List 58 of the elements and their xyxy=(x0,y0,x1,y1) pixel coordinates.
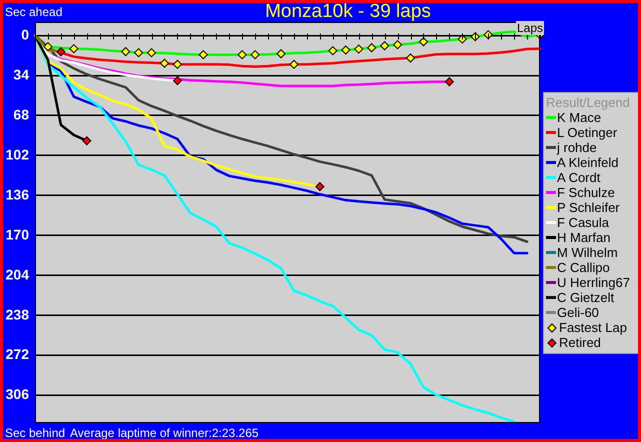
point xyxy=(238,50,247,60)
point xyxy=(198,50,208,60)
y-tick-label: 170 xyxy=(6,226,30,242)
text: Sec behind xyxy=(5,426,66,440)
point xyxy=(147,48,156,58)
point xyxy=(250,50,260,60)
y-tick-label: 68 xyxy=(13,106,30,122)
legend-label: H Marfan xyxy=(557,230,610,245)
point xyxy=(134,48,144,58)
legend-label: M Wilhelm xyxy=(557,245,618,260)
point xyxy=(43,42,52,52)
y-tick-label: 204 xyxy=(6,266,30,282)
legend-label: U Herrling67 xyxy=(557,275,630,290)
y-tick-label: 272 xyxy=(6,346,30,362)
point xyxy=(484,30,493,40)
point xyxy=(328,46,338,56)
point xyxy=(341,45,350,54)
legend-label: A Cordt xyxy=(557,170,600,185)
chart-title: Monza10k - 39 laps xyxy=(264,2,432,23)
point xyxy=(160,58,169,68)
y-tick-label: 136 xyxy=(6,186,30,202)
legend-label: L Oetinger xyxy=(557,125,618,140)
point xyxy=(69,44,78,54)
y-tick-label: 238 xyxy=(6,306,30,322)
point xyxy=(315,182,324,192)
legend-title: Result/Legend xyxy=(546,95,631,110)
point xyxy=(276,49,286,58)
point xyxy=(172,76,182,86)
legend-label: Retired xyxy=(559,335,601,350)
point xyxy=(406,53,416,62)
legend-label: Fastest Lap xyxy=(559,320,627,335)
point xyxy=(444,77,454,86)
text: Sec ahead xyxy=(5,5,62,19)
point xyxy=(367,43,376,52)
point xyxy=(82,136,92,146)
point xyxy=(393,40,402,50)
point xyxy=(470,32,480,42)
legend-label: P Schleifer xyxy=(557,200,620,215)
legend-label: Geli-60 xyxy=(557,305,599,320)
x-axis-title: Laps xyxy=(516,21,544,35)
point xyxy=(380,41,390,50)
point xyxy=(354,44,364,54)
legend-label: F Schulze xyxy=(557,185,615,200)
legend-label: C Gietzelt xyxy=(557,290,614,305)
y-tick-label: 34 xyxy=(13,66,30,82)
legend-label: K Mace xyxy=(557,110,602,125)
point xyxy=(418,37,428,46)
legend-label: C Callipo xyxy=(557,260,610,275)
legend-label: A Kleinfeld xyxy=(557,155,618,170)
legend-label: j rohde xyxy=(557,140,597,155)
point xyxy=(56,47,66,56)
point xyxy=(121,47,130,56)
y-tick-label: 0 xyxy=(21,26,30,42)
legend-label: F Casula xyxy=(557,215,610,230)
y-tick-label: 102 xyxy=(6,146,30,162)
point xyxy=(172,60,182,69)
point xyxy=(289,60,298,69)
y-tick-label: 306 xyxy=(6,386,30,402)
